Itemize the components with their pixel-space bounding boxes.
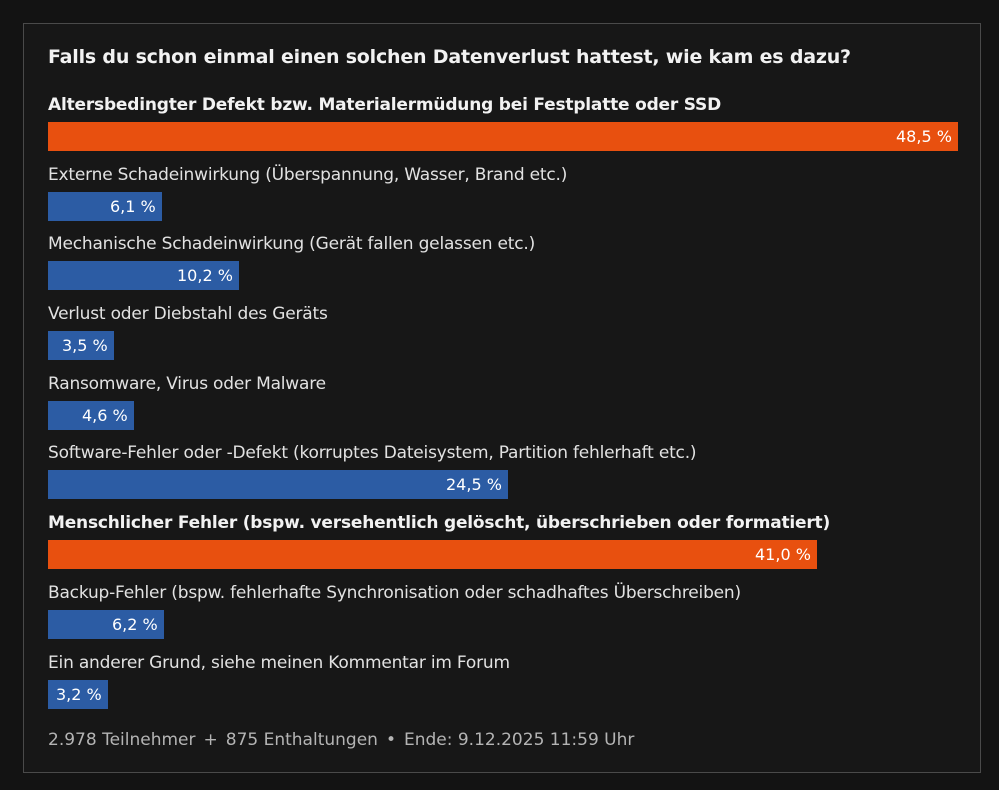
answer-percentage: 3,5 %	[62, 336, 108, 356]
answer-label: Mechanische Schadeinwirkung (Gerät falle…	[48, 234, 536, 255]
footer-separator-dot: •	[385, 730, 396, 750]
answer-label: Verlust oder Diebstahl des Geräts	[48, 304, 328, 325]
answer-bar	[48, 331, 114, 361]
answer-row: Verlust oder Diebstahl des Geräts 3,5 %	[48, 303, 958, 373]
answer-row: Backup-Fehler (bspw. fehlerhafte Synchro…	[48, 582, 958, 652]
answer-label: Externe Schadeinwirkung (Überspannung, W…	[48, 164, 568, 185]
answer-percentage: 6,1 %	[110, 196, 156, 216]
answer-bar	[48, 540, 817, 570]
answer-percentage: 24,5 %	[446, 475, 502, 495]
answer-label: Altersbedingter Defekt bzw. Materialermü…	[48, 95, 722, 115]
answer-row: Menschlicher Fehler (bspw. versehentlich…	[48, 512, 958, 582]
poll-footer: 2.978 Teilnehmer +875 Enthaltungen • Ende: …	[48, 730, 634, 750]
answer-label: Menschlicher Fehler (bspw. versehentlich…	[48, 513, 831, 534]
poll-card: Falls du schon einmal einen solchen Date…	[23, 23, 981, 773]
answer-label: Ransomware, Virus oder Malware	[48, 373, 326, 394]
answer-label: Ein anderer Grund, siehe meinen Kommenta…	[48, 652, 510, 673]
answer-label: Software-Fehler oder -Defekt (korruptes …	[48, 443, 697, 464]
answer-bar	[48, 679, 108, 709]
answer-bar	[48, 191, 162, 221]
answer-row: Externe Schadeinwirkung (Überspannung, W…	[48, 164, 958, 234]
answer-percentage: 48,5 %	[896, 127, 952, 146]
answer-bar	[48, 609, 164, 639]
answer-percentage: 6,2 %	[112, 614, 158, 634]
answer-row: Ein anderer Grund, siehe meinen Kommenta…	[48, 652, 958, 722]
answer-bar	[48, 122, 958, 151]
answer-percentage: 41,0 %	[755, 545, 811, 565]
answer-row: Software-Fehler oder -Defekt (korruptes …	[48, 442, 958, 512]
participants-count: 2.978 Teilnehmer	[48, 730, 196, 750]
answer-row: Altersbedingter Defekt bzw. Materialermü…	[48, 94, 958, 164]
footer-separator-plus: +	[203, 730, 218, 750]
answer-bar	[48, 400, 134, 430]
poll-answers: Altersbedingter Defekt bzw. Materialermü…	[48, 94, 958, 721]
answer-row: Mechanische Schadeinwirkung (Gerät falle…	[48, 233, 958, 303]
answer-row: Ransomware, Virus oder Malware 4,6 %	[48, 373, 958, 443]
answer-bar	[48, 261, 239, 291]
poll-end-date: Ende: 9.12.2025 11:59 Uhr	[403, 730, 635, 750]
abstentions-count: 875 Enthaltungen	[225, 730, 378, 750]
answer-label: Backup-Fehler (bspw. fehlerhafte Synchro…	[48, 582, 741, 603]
answer-percentage: 4,6 %	[82, 405, 128, 425]
answer-bar	[48, 470, 508, 500]
poll-title: Falls du schon einmal einen solchen Date…	[48, 46, 851, 68]
answer-percentage: 10,2 %	[177, 266, 233, 286]
answer-percentage: 3,2 %	[56, 684, 102, 704]
